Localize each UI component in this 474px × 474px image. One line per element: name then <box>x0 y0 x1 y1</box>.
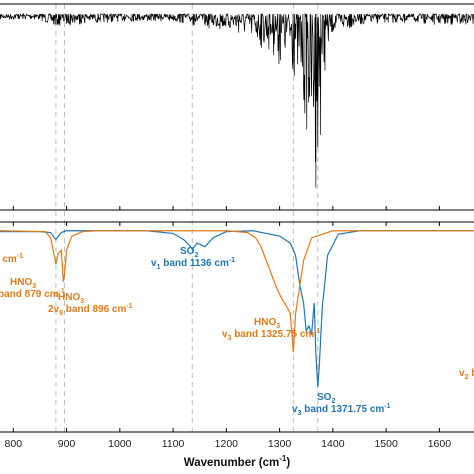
band-annotation-6: v2 b <box>459 368 474 381</box>
x-tick-label-4: 1200 <box>215 438 239 450</box>
x-tick-label-3: 1100 <box>162 438 185 450</box>
band-annotation-0: HNO3 band 879 cm-1 <box>0 277 65 300</box>
bottom-spectrum-line-1 <box>0 230 474 353</box>
x-tick-label-8: 1600 <box>428 438 452 450</box>
bottom-panel-plot <box>0 230 474 388</box>
x-tick-label-6: 1400 <box>321 438 345 450</box>
x-tick-label-7: 1500 <box>374 438 398 450</box>
x-tick-label-0: 800 <box>5 438 23 450</box>
x-axis: 800 900 1000 1100 1200 1300 1400 1500 1600 <box>5 206 452 450</box>
top-panel-frame <box>0 3 474 211</box>
x-axis-title: Wavenumber (cm-1) <box>184 454 291 469</box>
top-panel-plot <box>0 12 474 188</box>
band-annotation-1: HNO3 2v9 band 896 cm-1 <box>48 292 133 317</box>
bottom-panel-frame <box>0 221 474 433</box>
x-tick-label-1: 900 <box>58 438 76 450</box>
x-tick-label-5: 1300 <box>268 438 292 450</box>
top-spectrum-line <box>0 12 474 188</box>
band-annotation-2: SO2 v1 band 1136 cm-1 <box>151 246 235 271</box>
band-annotation-5: 4 cm-1 <box>0 253 23 265</box>
reference-lines <box>55 4 319 432</box>
band-annotation-4: SO2 v3 band 1371.75 cm-1 <box>292 392 391 417</box>
band-annotation-3: HNO3 v3 band 1325.75 cm-1 <box>222 317 321 342</box>
x-tick-label-2: 1000 <box>108 438 132 450</box>
